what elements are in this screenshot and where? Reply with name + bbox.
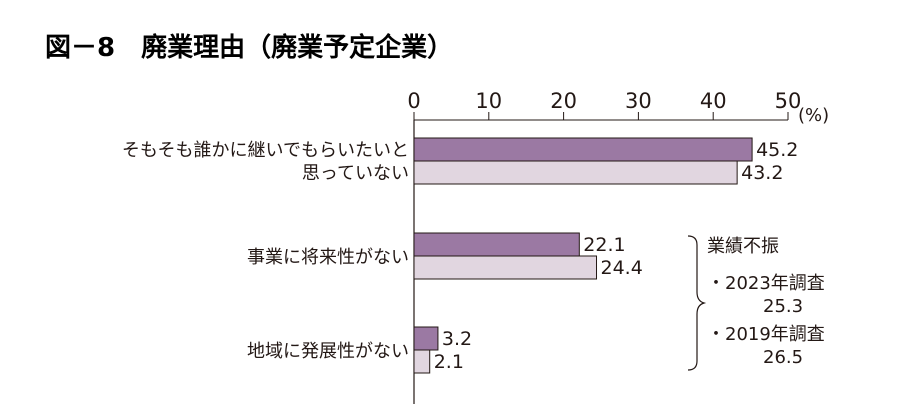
bar <box>413 255 598 280</box>
chart-title: 図－8 廃業理由（廃業予定企業） <box>45 32 453 63</box>
bar <box>413 349 431 374</box>
x-tick-label: 40 <box>700 89 727 113</box>
annotation-2023-value: 25.3 <box>763 296 803 317</box>
annotation-heading: 業績不振 <box>707 236 779 257</box>
data-label: 24.4 <box>601 257 643 279</box>
x-tick-label: 10 <box>475 89 502 113</box>
bar <box>413 232 580 257</box>
annotation-2019-label: ・2019年調査 <box>707 324 825 345</box>
annotation-2019-value: 26.5 <box>763 347 803 368</box>
bar <box>413 326 439 351</box>
data-label: 3.2 <box>442 328 472 350</box>
x-tick-label: 50 <box>775 89 802 113</box>
data-label: 2.1 <box>434 351 464 373</box>
data-label: 43.2 <box>741 162 783 184</box>
bar <box>413 137 753 162</box>
bar <box>413 160 738 185</box>
data-label: 45.2 <box>756 139 798 161</box>
category-label: 地域に発展性がない <box>247 341 409 362</box>
annotation-2023-label: ・2023年調査 <box>707 273 825 294</box>
x-tick-label: 20 <box>550 89 577 113</box>
category-label: 思っていない <box>302 163 409 184</box>
annotation-brace <box>687 235 707 371</box>
category-label: 事業に将来性がない <box>247 247 409 268</box>
unit-label: (%) <box>798 105 829 126</box>
x-tick-label: 0 <box>407 89 420 113</box>
data-label: 22.1 <box>583 234 625 256</box>
x-tick-label: 30 <box>625 89 652 113</box>
category-label: そもそも誰かに継いでもらいたいと <box>122 140 409 161</box>
